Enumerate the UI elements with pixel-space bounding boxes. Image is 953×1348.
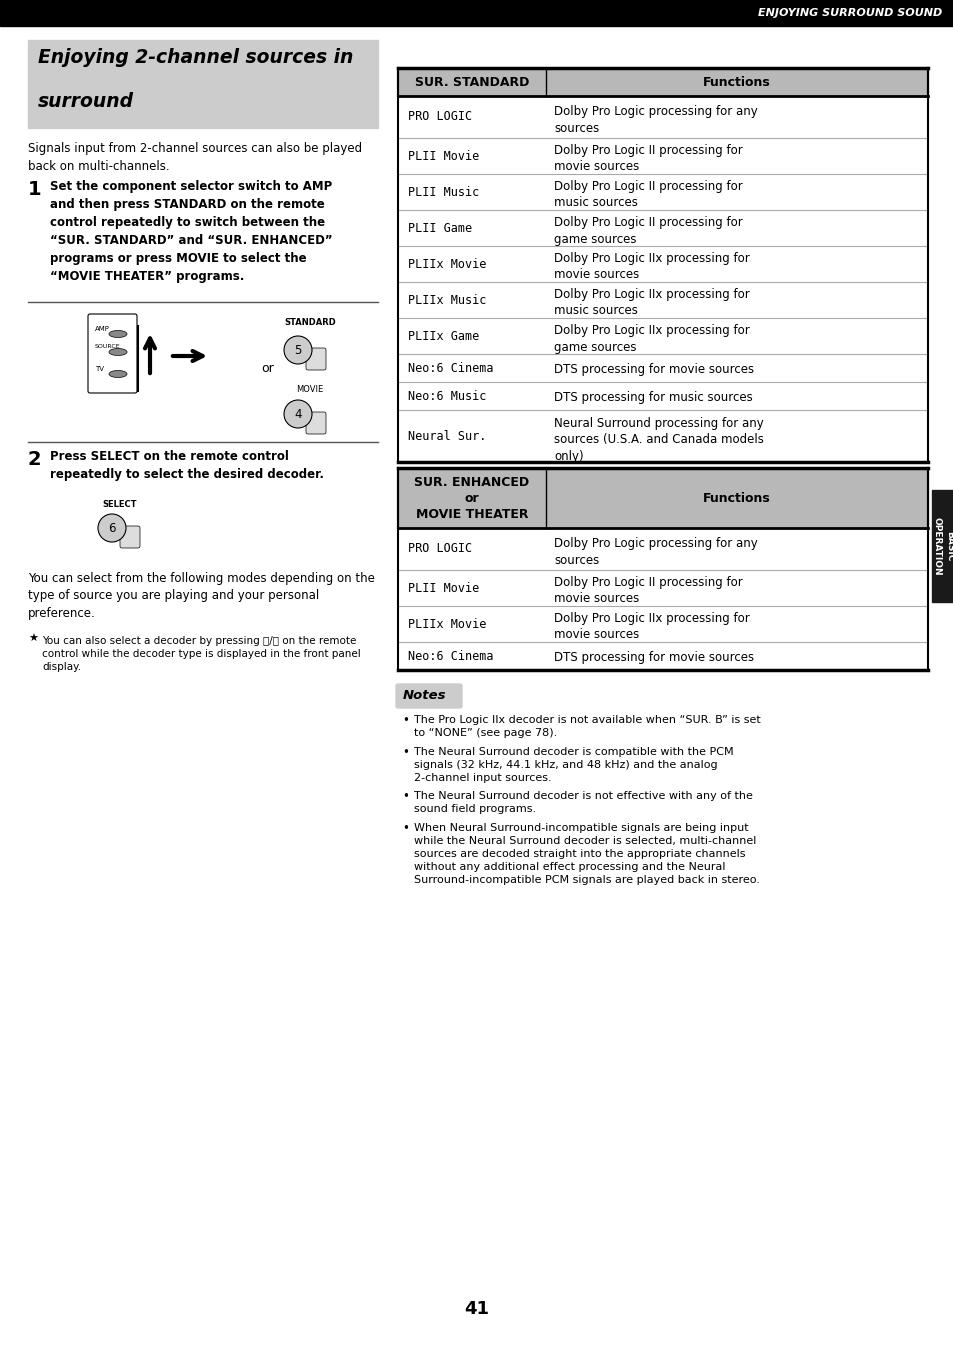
Text: PLII Music: PLII Music — [408, 186, 478, 198]
Text: Dolby Pro Logic II processing for
movie sources: Dolby Pro Logic II processing for movie … — [554, 144, 742, 174]
Bar — [397, 67, 927, 96]
Circle shape — [284, 336, 312, 364]
Text: PLIIx Game: PLIIx Game — [408, 329, 478, 342]
Circle shape — [98, 514, 126, 542]
Text: Signals input from 2-channel sources can also be played
back on multi-channels.: Signals input from 2-channel sources can… — [28, 142, 362, 173]
Text: Neo:6 Cinema: Neo:6 Cinema — [408, 361, 493, 375]
Text: The Pro Logic IIx decoder is not available when “SUR. B” is set
to “NONE” (see p: The Pro Logic IIx decoder is not availab… — [414, 714, 760, 739]
Text: Neo:6 Music: Neo:6 Music — [408, 390, 486, 403]
Text: DTS processing for movie sources: DTS processing for movie sources — [554, 363, 753, 376]
Text: Enjoying 2-channel sources in: Enjoying 2-channel sources in — [38, 49, 353, 67]
Text: SUR. ENHANCED
or
MOVIE THEATER: SUR. ENHANCED or MOVIE THEATER — [414, 476, 529, 520]
Text: Dolby Pro Logic II processing for
music sources: Dolby Pro Logic II processing for music … — [554, 181, 742, 209]
Text: PRO LOGIC: PRO LOGIC — [408, 542, 472, 555]
Text: 2: 2 — [28, 450, 42, 469]
Text: 6: 6 — [108, 522, 115, 535]
Text: PLIIx Music: PLIIx Music — [408, 294, 486, 306]
Bar — [28, 40, 377, 128]
Text: When Neural Surround-incompatible signals are being input
while the Neural Surro: When Neural Surround-incompatible signal… — [414, 822, 760, 886]
Text: The Neural Surround decoder is not effective with any of the
sound field program: The Neural Surround decoder is not effec… — [414, 791, 752, 814]
Text: 4: 4 — [294, 407, 301, 421]
Text: SUR. STANDARD: SUR. STANDARD — [415, 75, 529, 89]
Text: Functions: Functions — [702, 492, 770, 504]
Text: PLII Movie: PLII Movie — [408, 150, 478, 163]
FancyBboxPatch shape — [306, 412, 326, 434]
Text: BASIC
OPERATION: BASIC OPERATION — [931, 516, 953, 576]
Text: 1: 1 — [28, 181, 42, 200]
Text: Neural Sur.: Neural Sur. — [408, 430, 486, 442]
Text: TV: TV — [95, 367, 104, 372]
Text: PLII Movie: PLII Movie — [408, 581, 478, 594]
Text: Dolby Pro Logic IIx processing for
movie sources: Dolby Pro Logic IIx processing for movie… — [554, 252, 749, 282]
Text: DTS processing for movie sources: DTS processing for movie sources — [554, 651, 753, 665]
Text: AMP: AMP — [95, 326, 110, 332]
Text: PLII Game: PLII Game — [408, 221, 472, 235]
Bar — [397, 468, 927, 528]
Text: surround: surround — [38, 92, 133, 111]
Text: ★: ★ — [28, 634, 38, 644]
Text: PLIIx Movie: PLIIx Movie — [408, 257, 486, 271]
Text: Press SELECT on the remote control
repeatedly to select the desired decoder.: Press SELECT on the remote control repea… — [50, 450, 324, 481]
FancyBboxPatch shape — [120, 526, 140, 549]
Ellipse shape — [109, 371, 127, 377]
Text: Functions: Functions — [702, 75, 770, 89]
Text: 41: 41 — [464, 1299, 489, 1318]
Text: STANDARD: STANDARD — [284, 318, 335, 328]
Text: •: • — [401, 745, 409, 759]
Text: ENJOYING SURROUND SOUND: ENJOYING SURROUND SOUND — [757, 8, 941, 18]
Text: PLIIx Movie: PLIIx Movie — [408, 617, 486, 631]
Text: Notes: Notes — [402, 689, 446, 702]
Text: SOURCE: SOURCE — [95, 344, 120, 349]
Text: SELECT: SELECT — [103, 500, 137, 510]
FancyBboxPatch shape — [88, 314, 137, 394]
Text: Neural Surround processing for any
sources (U.S.A. and Canada models
only): Neural Surround processing for any sourc… — [554, 417, 763, 462]
Text: You can select from the following modes depending on the
type of source you are : You can select from the following modes … — [28, 572, 375, 620]
Text: Dolby Pro Logic processing for any
sources: Dolby Pro Logic processing for any sourc… — [554, 105, 757, 135]
Text: Dolby Pro Logic IIx processing for
movie sources: Dolby Pro Logic IIx processing for movie… — [554, 612, 749, 642]
Text: Set the component selector switch to AMP
and then press STANDARD on the remote
c: Set the component selector switch to AMP… — [50, 181, 333, 283]
Text: Dolby Pro Logic IIx processing for
music sources: Dolby Pro Logic IIx processing for music… — [554, 288, 749, 318]
Text: or: or — [261, 361, 274, 375]
Text: Dolby Pro Logic II processing for
movie sources: Dolby Pro Logic II processing for movie … — [554, 576, 742, 605]
Text: DTS processing for music sources: DTS processing for music sources — [554, 391, 752, 404]
Bar — [0, 0, 953, 26]
Text: You can also select a decoder by pressing 〈/〉 on the remote
control while the de: You can also select a decoder by pressin… — [42, 636, 360, 673]
Circle shape — [284, 400, 312, 429]
FancyBboxPatch shape — [395, 683, 461, 708]
Text: MOVIE: MOVIE — [296, 386, 323, 394]
Text: Dolby Pro Logic IIx processing for
game sources: Dolby Pro Logic IIx processing for game … — [554, 324, 749, 353]
Bar — [931, 491, 953, 603]
Text: •: • — [401, 790, 409, 803]
Ellipse shape — [109, 349, 127, 356]
Text: •: • — [401, 821, 409, 834]
Ellipse shape — [109, 330, 127, 337]
FancyBboxPatch shape — [306, 348, 326, 369]
Text: Neo:6 Cinema: Neo:6 Cinema — [408, 650, 493, 662]
Text: The Neural Surround decoder is compatible with the PCM
signals (32 kHz, 44.1 kHz: The Neural Surround decoder is compatibl… — [414, 747, 733, 783]
Text: •: • — [401, 714, 409, 727]
Text: PRO LOGIC: PRO LOGIC — [408, 111, 472, 124]
Text: Dolby Pro Logic processing for any
sources: Dolby Pro Logic processing for any sourc… — [554, 537, 757, 566]
Text: Dolby Pro Logic II processing for
game sources: Dolby Pro Logic II processing for game s… — [554, 216, 742, 245]
Text: 5: 5 — [294, 344, 301, 356]
